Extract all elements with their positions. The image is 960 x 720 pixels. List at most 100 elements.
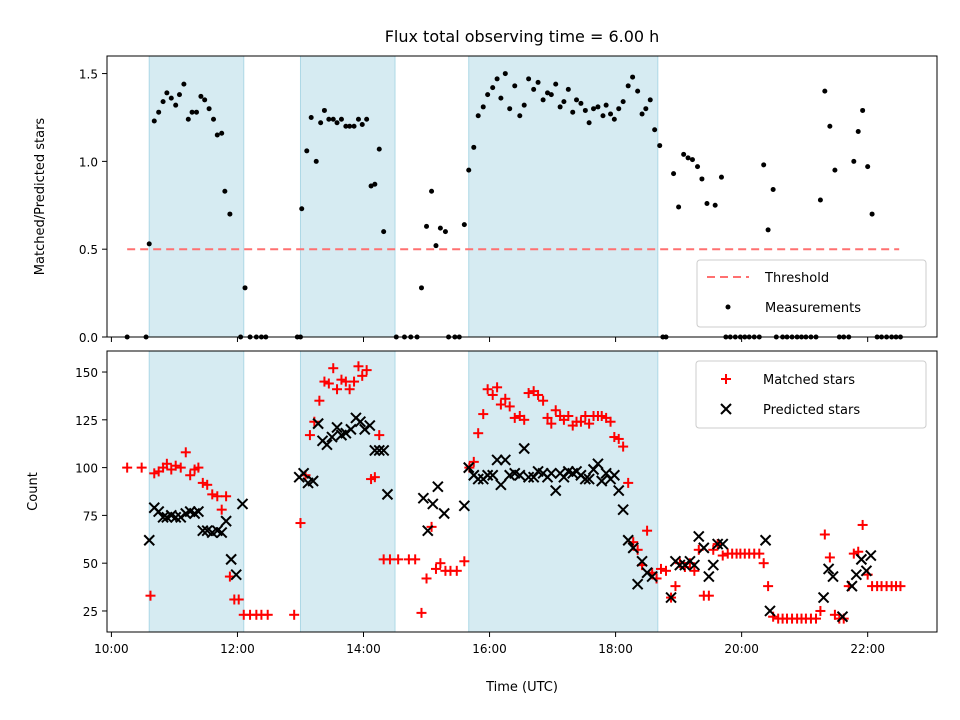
predicted-star-point: [432, 481, 444, 493]
measurement-point: [308, 114, 314, 120]
matched-star-point: [487, 389, 498, 400]
measurement-point: [193, 109, 199, 115]
top-panel-frame: [106, 55, 938, 338]
measurement-point: [364, 116, 370, 122]
top-y-ticks: 0.0 0.5 1.0 1.5: [79, 68, 107, 345]
measurement-point: [185, 116, 191, 122]
matched-star-point: [353, 361, 364, 372]
observing-window-span: [468, 55, 659, 338]
measurement-point: [822, 88, 828, 94]
predicted-star-point: [865, 549, 877, 562]
predicted-star-point: [617, 503, 629, 516]
matched-star-point: [410, 554, 421, 565]
matched-star-point: [233, 594, 244, 605]
matched-star-point: [357, 370, 368, 381]
predicted-star-point: [377, 444, 390, 457]
measurement-point: [347, 123, 353, 129]
measurement-point: [176, 92, 182, 98]
measurement-point: [761, 162, 767, 168]
predicted-star-point: [846, 580, 858, 592]
predicted-star-point: [518, 442, 530, 455]
predicted-star-point: [369, 444, 381, 457]
top-legend-box: [696, 259, 927, 328]
predicted-star-point: [438, 507, 450, 520]
matched-star-point: [314, 395, 325, 406]
measurement-point: [869, 211, 875, 217]
matched-star-point: [538, 395, 549, 406]
measurement-point: [591, 106, 597, 112]
predicted-star-point: [817, 591, 830, 604]
measurement-point: [376, 146, 382, 152]
measurement-point: [531, 86, 537, 92]
matched-star-point: [500, 393, 511, 404]
measurement-point: [368, 183, 374, 189]
matched-star-point: [451, 565, 462, 576]
matched-star-point: [185, 470, 196, 481]
measurement-point: [189, 109, 195, 115]
measurement-point: [351, 123, 357, 129]
predicted-star-point: [545, 467, 558, 480]
bottom-legend: Matched stars Predicted stars: [695, 360, 927, 429]
observing-window-span: [148, 55, 245, 338]
predicted-star-point: [622, 534, 634, 546]
matched-star-point: [495, 399, 506, 410]
y-tick-label: 0.0: [79, 331, 98, 345]
measurement-point: [461, 222, 467, 228]
measurement-point: [359, 121, 365, 127]
measurement-point: [502, 71, 508, 77]
predicted-star-point: [759, 534, 772, 546]
measurement-point: [164, 90, 170, 96]
matched-star-point: [550, 405, 561, 416]
matched-star-point: [393, 554, 404, 565]
matched-star-point: [309, 416, 320, 427]
bottom-panel-frame: [106, 350, 938, 633]
matched-star-point: [763, 581, 774, 592]
predicted-star-point: [230, 568, 242, 581]
measurement-point: [608, 111, 614, 117]
predicted-star-point: [345, 423, 357, 436]
predicted-star-point: [596, 475, 608, 487]
measurement-point: [643, 106, 649, 112]
predicted-star-point: [321, 438, 333, 451]
measurement-point: [553, 81, 559, 87]
measurement-point: [321, 107, 327, 113]
measurement-point: [222, 188, 228, 194]
measurement-point: [526, 76, 532, 82]
measurement-point: [570, 109, 576, 115]
predicted-star-point: [674, 559, 686, 571]
measurement-point: [630, 74, 636, 80]
matched-star-point: [482, 384, 493, 395]
measurement-point: [494, 76, 500, 82]
y-tick-label: 75: [83, 509, 98, 523]
measurement-point: [860, 107, 866, 113]
observing-window-spans-bottom: [148, 350, 659, 633]
predicted-star-point: [463, 461, 475, 474]
measurement-point: [299, 206, 305, 212]
predicted-star-point: [157, 511, 169, 524]
predicted-star-point: [486, 469, 499, 481]
measurement-point: [160, 99, 166, 105]
matched-star-point: [319, 376, 330, 387]
predicted-star-point: [550, 484, 562, 497]
predicted-star-point: [698, 542, 710, 554]
predicted-star-point: [491, 454, 503, 466]
measurement-point: [718, 174, 724, 180]
measurement-point: [540, 97, 546, 103]
measurement-point: [326, 116, 332, 122]
top-y-axis-label: Matched/Predicted stars: [33, 118, 48, 276]
y-tick-label: 100: [75, 462, 98, 476]
matched-star-point: [542, 412, 553, 423]
matched-star-point: [289, 609, 300, 620]
predicted-star-point: [592, 458, 604, 470]
x-tick-label: 20:00: [724, 642, 759, 656]
measurement-point: [355, 116, 361, 122]
measurement-point: [635, 88, 641, 94]
measurement-point: [620, 99, 626, 105]
matched-star-point: [344, 384, 355, 395]
predicted-star-point: [417, 492, 430, 504]
measurement-point: [657, 143, 663, 149]
measurement-point: [214, 132, 220, 138]
measurement-point: [466, 167, 472, 173]
observing-window-span: [148, 350, 245, 633]
